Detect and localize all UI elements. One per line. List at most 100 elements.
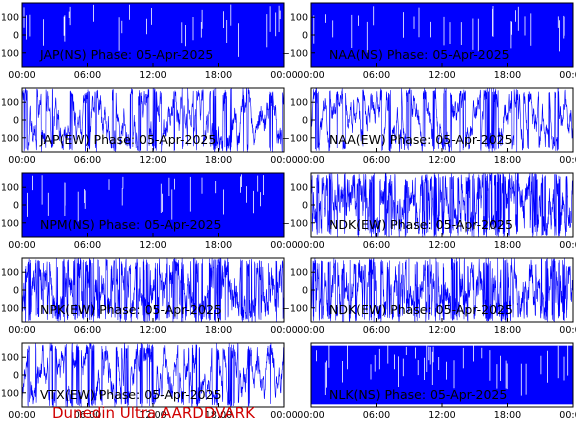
panel-title: NDK(EW) Phase: 05-Apr-2025 <box>329 217 513 232</box>
phase-trace <box>311 173 573 237</box>
x-tick-label: 00:00 <box>8 155 35 166</box>
x-tick-label: 18:00 <box>205 410 232 421</box>
chart-panel-7: 100 0 −100 00:00 06:00 12:00 18:00 00:00 NPK(EW)… <box>0 257 298 336</box>
y-tick-label: 0 <box>13 286 19 297</box>
x-tick-label: 12:00 <box>139 155 166 166</box>
y-tick-label: −100 <box>0 218 19 229</box>
x-tick-label: 12:00 <box>139 70 166 81</box>
trace-line <box>311 88 573 152</box>
x-tick-label: 12:00 <box>428 325 455 336</box>
phase-trace <box>311 3 573 67</box>
y-tick-label: 100 <box>290 13 308 24</box>
chart-panel-8: 100 0 −100 00:00 06:00 12:00 18:00 00:00 NDK(EW)… <box>282 257 576 336</box>
y-tick-label: 0 <box>302 201 308 212</box>
x-tick-label: 00:00 <box>297 410 324 421</box>
chart-panel-3: 100 0 −100 00:00 06:00 12:00 18:00 00:00 JAP(EW)… <box>0 87 298 166</box>
y-tick-label: 100 <box>290 268 308 279</box>
phase-trace <box>311 258 573 322</box>
x-tick-label: 06:00 <box>363 410 390 421</box>
panel-title: JAP(NS) Phase: 05-Apr-2025 <box>39 47 213 62</box>
trace-line <box>22 343 284 407</box>
y-tick-label: −100 <box>0 133 19 144</box>
x-tick-label: 12:00 <box>139 325 166 336</box>
y-tick-label: −100 <box>0 303 19 314</box>
panel-title: VTX(EW) Phase: 05-Apr-2025 <box>40 387 222 402</box>
chart-panel-10: 00:00 06:00 12:00 18:00 00:00 NLK(NS) Phase: … <box>297 342 576 421</box>
y-tick-label: −100 <box>282 48 308 59</box>
x-tick-label: 06:00 <box>74 410 101 421</box>
x-tick-label: 00:00 <box>8 70 35 81</box>
panel-title: JAP(EW) Phase: 05-Apr-2025 <box>39 132 216 147</box>
y-tick-label: 0 <box>13 116 19 127</box>
y-tick-label: 100 <box>290 183 308 194</box>
y-tick-label: 100 <box>1 98 19 109</box>
phase-trace <box>22 173 284 237</box>
y-tick-label: 100 <box>1 268 19 279</box>
x-tick-label: 00:00 <box>297 155 324 166</box>
panel-title: NDK(EW) Phase: 05-Apr-2025 <box>329 302 513 317</box>
x-tick-label: 06:00 <box>363 70 390 81</box>
x-tick-label: 18:00 <box>494 410 521 421</box>
panel-title: NLK(NS) Phase: 05-Apr-2025 <box>329 387 507 402</box>
x-tick-label: 00:00 <box>559 240 576 251</box>
y-tick-label: 0 <box>13 31 19 42</box>
x-tick-label: 06:00 <box>74 70 101 81</box>
y-tick-label: 0 <box>302 286 308 297</box>
x-tick-label: 18:00 <box>494 240 521 251</box>
chart-panel-9: 100 0 −100 00:00 06:00 12:00 18:00 00:00 VTX(EW)… <box>0 342 298 421</box>
x-tick-label: 18:00 <box>205 240 232 251</box>
trace-line <box>311 173 573 237</box>
y-tick-label: 100 <box>290 98 308 109</box>
panel-title: NAA(EW) Phase: 05-Apr-2025 <box>329 132 513 147</box>
y-tick-label: 0 <box>13 371 19 382</box>
chart-panel-4: 100 0 −100 00:00 06:00 12:00 18:00 00:00 NAA(EW)… <box>282 87 576 166</box>
x-tick-label: 18:00 <box>494 155 521 166</box>
y-tick-label: 0 <box>302 116 308 127</box>
phase-trace <box>22 88 284 152</box>
chart-panel-2: 100 0 −100 00:00 06:00 12:00 18:00 00:00 NAA(NS)… <box>282 2 576 81</box>
y-tick-label: 0 <box>13 201 19 212</box>
x-tick-label: 12:00 <box>428 70 455 81</box>
y-tick-label: −100 <box>0 388 19 399</box>
x-tick-label: 06:00 <box>74 155 101 166</box>
x-tick-label: 12:00 <box>428 155 455 166</box>
x-tick-label: 18:00 <box>494 70 521 81</box>
chart-panel-5: 100 0 −100 00:00 06:00 12:00 18:00 00:00 NPM(NS)… <box>0 172 298 251</box>
x-tick-label: 12:00 <box>139 410 166 421</box>
y-tick-label: −100 <box>282 133 308 144</box>
trace-line <box>311 258 573 322</box>
x-tick-label: 06:00 <box>363 240 390 251</box>
x-tick-label: 00:00 <box>297 325 324 336</box>
chart-panel-6: 100 0 −100 00:00 06:00 12:00 18:00 00:00 NDK(EW)… <box>282 172 576 251</box>
x-tick-label: 06:00 <box>363 325 390 336</box>
trace-line <box>22 258 284 322</box>
phase-trace <box>311 88 573 152</box>
x-tick-label: 00:00 <box>8 410 35 421</box>
x-tick-label: 18:00 <box>205 325 232 336</box>
panel-title: NPM(NS) Phase: 05-Apr-2025 <box>40 217 221 232</box>
y-tick-label: −100 <box>282 218 308 229</box>
x-tick-label: 00:00 <box>270 70 297 81</box>
y-tick-label: 100 <box>1 183 19 194</box>
trace-fill <box>311 3 573 67</box>
trace-fill <box>22 3 284 67</box>
x-tick-label: 00:00 <box>270 325 297 336</box>
trace-fill <box>311 345 573 405</box>
footer-caption: Dunedin Ultra AARDDVARK <box>52 404 255 422</box>
x-tick-label: 00:00 <box>8 240 35 251</box>
x-tick-label: 12:00 <box>428 240 455 251</box>
phase-trace <box>22 258 284 322</box>
trace-line <box>22 88 284 152</box>
x-tick-label: 00:00 <box>270 410 297 421</box>
chart-panel-1: 100 0 −100 00:00 06:00 12:00 18:00 00:00 JAP(NS)… <box>0 2 298 81</box>
phase-trace <box>22 3 284 67</box>
x-tick-label: 00:00 <box>270 155 297 166</box>
x-tick-label: 00:00 <box>8 325 35 336</box>
x-tick-label: 00:00 <box>559 70 576 81</box>
y-tick-label: −100 <box>0 48 19 59</box>
panel-title: NAA(NS) Phase: 05-Apr-2025 <box>329 47 510 62</box>
x-tick-label: 00:00 <box>270 240 297 251</box>
x-tick-label: 12:00 <box>139 240 166 251</box>
x-tick-label: 18:00 <box>205 155 232 166</box>
